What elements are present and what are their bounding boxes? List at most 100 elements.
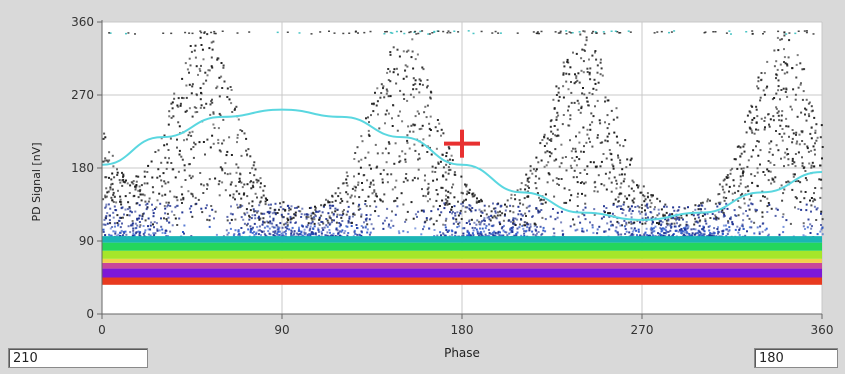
data-point	[685, 221, 688, 223]
data-point	[114, 230, 117, 233]
data-point	[251, 214, 254, 217]
saturation-point	[578, 31, 581, 33]
data-point	[176, 224, 179, 226]
data-point	[185, 96, 188, 99]
data-point	[364, 225, 367, 228]
data-point	[328, 201, 331, 204]
data-point	[386, 173, 389, 176]
saturation-point	[391, 32, 394, 34]
data-point	[243, 183, 246, 186]
saturation-point	[668, 31, 670, 34]
data-point	[191, 115, 194, 118]
data-point	[359, 166, 362, 169]
data-point	[616, 205, 619, 208]
data-point	[420, 209, 423, 212]
data-point	[545, 164, 548, 167]
data-point	[274, 202, 277, 205]
data-point	[445, 178, 448, 181]
data-point	[706, 200, 709, 203]
data-point	[254, 214, 257, 217]
data-point	[130, 181, 133, 184]
data-point	[346, 225, 349, 228]
data-point	[665, 205, 668, 208]
data-point	[674, 229, 677, 232]
data-point	[722, 196, 725, 199]
data-point	[382, 85, 385, 88]
data-point	[113, 222, 116, 225]
data-point	[739, 182, 742, 185]
data-point	[225, 229, 228, 232]
data-point	[578, 141, 581, 144]
data-point	[565, 201, 568, 204]
data-point	[194, 111, 197, 114]
cursor-crosshair[interactable]	[444, 129, 480, 158]
data-point	[192, 146, 195, 148]
data-point	[533, 225, 536, 228]
data-point	[273, 232, 276, 235]
data-point	[372, 102, 375, 105]
data-point	[717, 193, 720, 196]
data-point	[178, 149, 181, 152]
data-point	[208, 219, 211, 222]
data-point	[649, 228, 652, 231]
data-point	[573, 159, 576, 162]
data-point	[115, 209, 118, 212]
data-point	[376, 100, 379, 103]
data-point	[156, 176, 159, 179]
data-point	[572, 218, 574, 221]
data-point	[555, 94, 558, 96]
data-point	[610, 158, 613, 161]
readout-right-field[interactable]: 180	[754, 348, 838, 368]
data-point	[650, 226, 653, 229]
data-point	[447, 166, 450, 169]
data-point	[326, 231, 329, 234]
data-point	[742, 228, 745, 230]
data-point	[212, 112, 215, 115]
data-point	[104, 159, 107, 162]
data-point	[457, 214, 460, 217]
readout-left-field[interactable]: 210	[8, 348, 148, 368]
data-point	[239, 204, 242, 207]
data-point	[178, 125, 181, 128]
data-point	[740, 225, 743, 227]
data-point	[430, 153, 433, 156]
data-point	[308, 207, 311, 209]
data-point	[466, 206, 469, 209]
data-point	[557, 114, 560, 117]
data-point	[746, 230, 748, 233]
data-point	[388, 223, 390, 226]
data-point	[245, 208, 248, 211]
data-point	[532, 168, 535, 171]
data-point	[565, 80, 568, 83]
data-point	[534, 228, 537, 231]
data-point	[647, 235, 650, 237]
saturation-point	[433, 30, 436, 33]
saturation-point	[408, 31, 411, 34]
data-point	[619, 161, 622, 164]
data-point	[160, 225, 163, 228]
data-point	[104, 216, 107, 219]
data-point	[428, 134, 431, 137]
data-point	[581, 92, 584, 95]
data-point	[750, 155, 753, 158]
data-point	[604, 100, 606, 103]
saturation-point	[592, 30, 595, 33]
data-point	[221, 142, 224, 145]
data-point	[685, 230, 688, 233]
data-point	[491, 233, 494, 236]
data-point	[406, 141, 409, 144]
data-point	[794, 165, 797, 168]
data-point	[392, 46, 395, 49]
data-point	[187, 190, 190, 193]
data-point	[811, 109, 814, 112]
data-point	[761, 215, 764, 218]
data-point	[709, 232, 712, 235]
data-point	[646, 202, 649, 205]
data-point	[393, 200, 395, 203]
data-point	[287, 212, 290, 215]
data-point	[234, 198, 236, 201]
data-point	[426, 151, 429, 153]
data-point	[524, 212, 527, 215]
data-point	[632, 229, 635, 232]
saturation-point	[403, 32, 406, 35]
